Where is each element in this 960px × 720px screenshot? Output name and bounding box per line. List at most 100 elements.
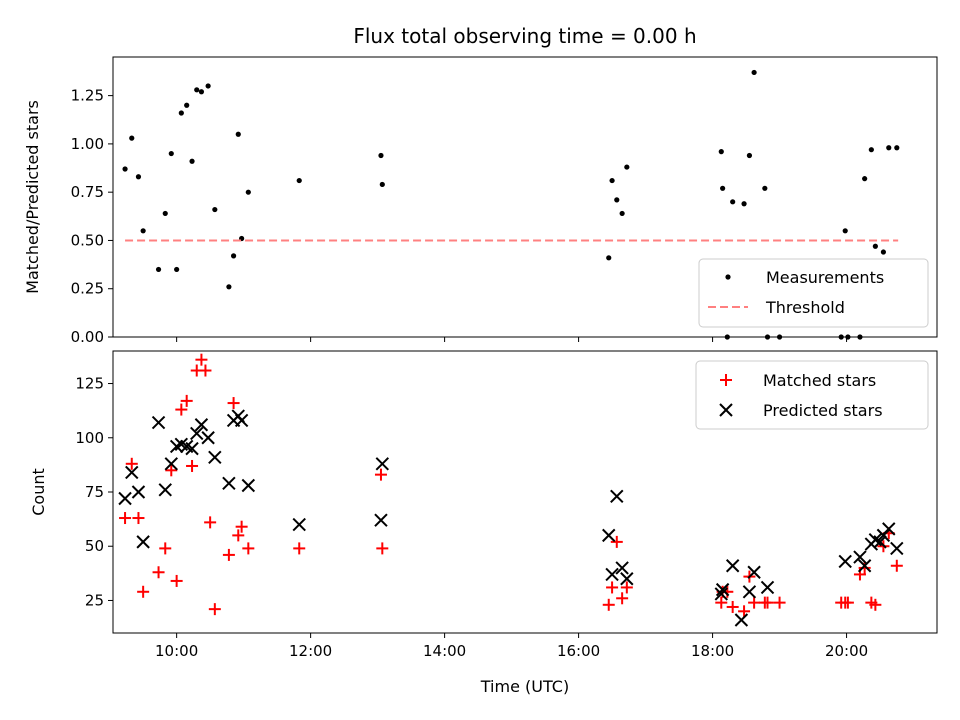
legend-matched-label: Matched stars	[763, 371, 876, 390]
measurement-point	[174, 266, 180, 273]
measurement-point	[245, 189, 251, 195]
matched-stars-point	[235, 520, 248, 533]
ratio-subplot: Flux total observing time = 0.00 h 0.000…	[23, 24, 938, 346]
measurement-point	[624, 164, 630, 170]
matched-stars-point	[195, 353, 208, 366]
predicted-stars-point	[158, 483, 172, 497]
matched-stars-point	[152, 566, 165, 579]
predicted-stars-point	[715, 582, 730, 597]
predicted-stars-point	[222, 476, 236, 491]
measurement-point	[178, 110, 184, 116]
matched-stars-point	[773, 596, 786, 609]
matched-stars-point	[715, 596, 728, 609]
count-y-axis-label: Count	[29, 468, 48, 516]
legend-measurements-label: Measurements	[766, 268, 884, 287]
predicted-stars-point	[125, 465, 139, 480]
predicted-stars-point	[185, 441, 199, 456]
matched-stars-point	[175, 403, 188, 416]
matched-stars-point	[199, 364, 212, 377]
measurement-point	[212, 206, 218, 213]
measurement-point	[296, 177, 302, 184]
predicted-stars-point	[760, 580, 775, 595]
predicted-stars-point	[838, 554, 852, 569]
ratio-legend: Measurements Threshold	[698, 258, 929, 328]
predicted-stars-point	[610, 489, 624, 504]
matched-stars-point	[761, 596, 774, 609]
y-tick-label: 0.75	[71, 183, 104, 201]
measurement-point	[378, 152, 384, 159]
y-tick-label: 0.50	[71, 231, 104, 249]
measurement-point	[129, 135, 135, 141]
predicted-stars-point	[374, 513, 388, 527]
measurement-point	[619, 210, 625, 217]
predicted-stars-point	[164, 457, 178, 471]
measurement-point	[746, 152, 753, 159]
predicted-stars-point	[241, 478, 256, 493]
predicted-stars-point	[602, 528, 616, 543]
x-axis-label: Time (UTC)	[480, 677, 569, 696]
matched-stars-point	[242, 542, 255, 555]
predicted-stars-point	[714, 587, 728, 601]
predicted-stars-point	[615, 561, 629, 575]
measurement-point	[762, 185, 768, 191]
predicted-stars-point	[857, 559, 872, 573]
measurement-point	[880, 249, 887, 255]
y-tick-label: 75	[85, 483, 104, 501]
matched-stars-point	[170, 574, 183, 587]
matched-stars-point	[232, 529, 245, 542]
measurement-point	[751, 69, 757, 76]
measurement-point	[730, 199, 736, 205]
measurement-point	[379, 181, 385, 188]
matched-stars-point	[137, 585, 150, 598]
measurement-point	[606, 255, 612, 261]
legend-matched-marker	[720, 374, 732, 386]
y-tick-label: 50	[85, 537, 104, 555]
predicted-stars-point	[605, 567, 619, 582]
matched-stars-point	[616, 592, 629, 605]
predicted-stars-point	[882, 522, 896, 536]
predicted-stars-point	[742, 585, 757, 599]
predicted-stars-point	[190, 426, 204, 441]
count-subplot: 25 50 75 100 125 10:00 12:00 14:00 16:00 18:00 20…	[29, 350, 938, 696]
predicted-stars-point	[136, 535, 150, 549]
predicted-stars-point	[620, 572, 634, 586]
matched-stars-point	[222, 548, 235, 561]
count-legend: Matched stars Predicted stars	[695, 360, 929, 430]
matched-stars-point	[610, 535, 623, 548]
y-tick-label: 1.00	[71, 135, 104, 153]
ratio-y-axis-label: Matched/Predicted stars	[23, 100, 42, 294]
measurement-point	[862, 176, 868, 182]
predicted-stars-point	[234, 413, 249, 428]
measurement-point	[189, 158, 195, 164]
predicted-stars-point	[151, 415, 166, 430]
y-tick-label: 125	[75, 375, 104, 393]
count-legend-box	[695, 360, 929, 430]
measurement-point	[230, 253, 237, 259]
measurement-point	[155, 266, 162, 273]
measurement-point	[168, 150, 174, 157]
matched-stars-point	[726, 600, 739, 613]
predicted-stars-point	[208, 450, 222, 464]
x-tick-label: 16:00	[557, 642, 600, 660]
predicted-stars-point	[194, 418, 209, 432]
count-plot-frame	[112, 350, 938, 634]
matched-stars-point	[293, 542, 306, 555]
matched-stars-point	[180, 394, 193, 407]
x-tick-label: 14:00	[423, 642, 466, 660]
legend-measurements-marker	[725, 274, 731, 280]
predicted-stars-point	[292, 517, 306, 532]
legend-predicted-marker	[719, 403, 733, 417]
predicted-stars-point	[118, 491, 132, 506]
measurement-point	[122, 166, 128, 172]
x-tick-label: 20:00	[825, 642, 868, 660]
ratio-legend-box	[698, 258, 929, 328]
y-tick-label: 1.25	[71, 87, 104, 105]
y-tick-label: 100	[75, 429, 104, 447]
measurement-point	[718, 149, 724, 155]
measurement-point	[720, 185, 726, 191]
count-x-ticks: 10:00 12:00 14:00 16:00 18:00 20:00	[155, 633, 868, 660]
predicted-stars-point	[853, 550, 867, 564]
matched-stars-point	[132, 512, 145, 525]
chart-title: Flux total observing time = 0.00 h	[353, 24, 696, 48]
